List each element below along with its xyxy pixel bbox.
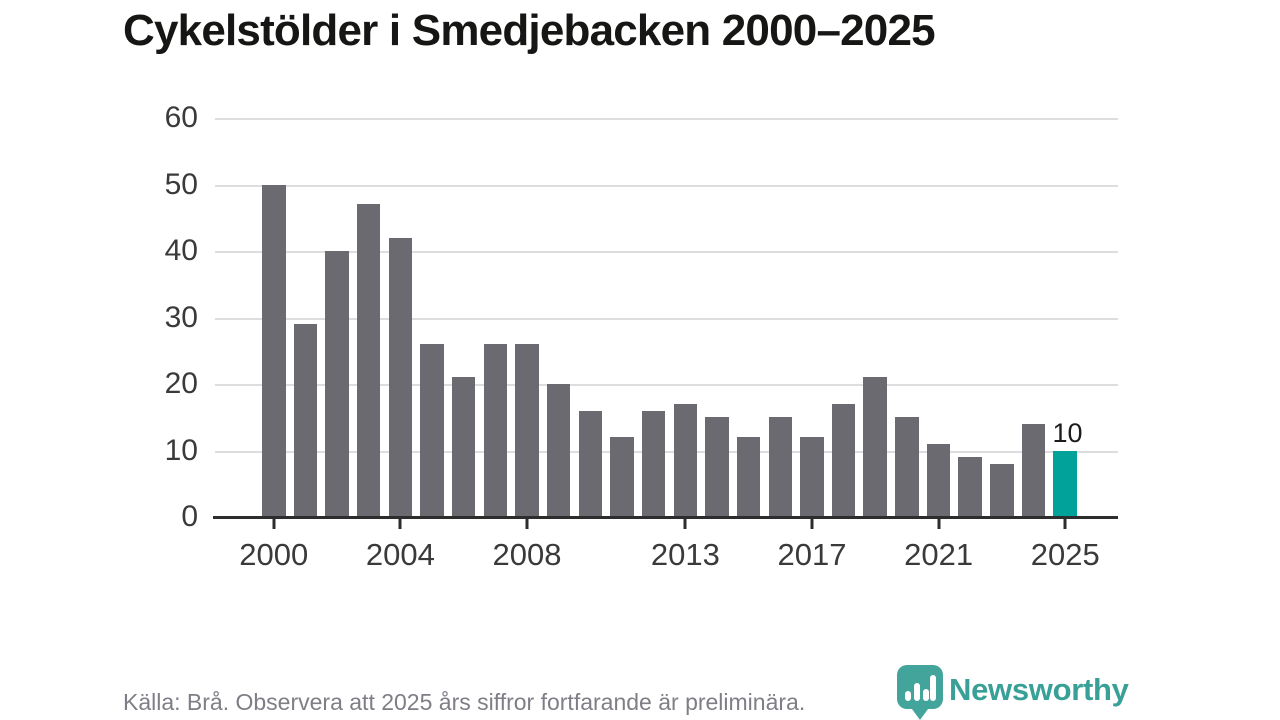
x-axis-line [213, 516, 1118, 519]
bar-2004 [388, 237, 413, 517]
bar-2021 [926, 443, 951, 517]
gridline-50 [215, 184, 1118, 187]
bar-2023 [990, 463, 1014, 517]
bar-2020 [895, 417, 919, 517]
bar-2013 [673, 403, 698, 517]
bar-2015 [736, 437, 761, 517]
bar-2018 [831, 403, 856, 517]
bar-2012 [641, 410, 666, 517]
gridline-30 [215, 317, 1118, 320]
x-tick-2017 [810, 519, 814, 529]
x-tick-2000 [272, 519, 276, 529]
y-tick-label-40: 40 [164, 234, 198, 267]
gridline-10 [215, 450, 1118, 453]
bar-2006 [451, 377, 476, 517]
bar-2000 [262, 184, 286, 517]
bar-2007 [483, 344, 508, 517]
bar-2025: 10 [1053, 418, 1083, 517]
bar-2008 [515, 344, 539, 517]
plot-area: 10 [213, 118, 1118, 519]
bar-2009 [546, 384, 571, 517]
y-tick-label-50: 50 [164, 167, 198, 201]
highlight-value-label: 10 [1052, 417, 1083, 448]
source-note: Källa: Brå. Observera att 2025 års siffr… [123, 689, 806, 715]
x-tick-label-2008: 2008 [492, 537, 562, 572]
y-tick-label-30: 30 [164, 300, 198, 334]
x-axis: 2000 2004 2008 2013 2017 2021 2025 [215, 517, 1118, 577]
y-tick-label-60: 60 [164, 101, 198, 134]
x-tick-label-2004: 2004 [365, 537, 435, 572]
bar-2024 [1021, 423, 1046, 517]
bar-2019 [863, 377, 887, 517]
x-tick-label-2025: 2025 [1030, 537, 1100, 572]
x-tick-2013 [683, 519, 687, 529]
x-tick-2021 [937, 519, 941, 529]
y-tick-label-10: 10 [164, 433, 198, 467]
newsworthy-logo-text: Newsworthy [949, 672, 1129, 707]
x-tick-label-2013: 2013 [650, 537, 720, 572]
y-axis-labels: 0 10 20 30 40 50 60 [120, 103, 198, 532]
x-tick-2025 [1063, 519, 1067, 529]
newsworthy-pin-barchart-icon [897, 665, 943, 720]
x-tick-label-2000: 2000 [239, 537, 309, 572]
bar-2010 [578, 410, 603, 517]
bar-2014 [705, 417, 729, 517]
bar-2022 [958, 457, 982, 517]
bar-2011 [610, 437, 634, 517]
y-tick-label-0: 0 [181, 500, 198, 533]
bar-2016 [768, 417, 792, 517]
x-tick-2008 [525, 519, 529, 529]
bar-chart: 10 [215, 118, 1118, 517]
x-tick-label-2017: 2017 [777, 537, 847, 572]
bar-2001 [293, 324, 318, 517]
gridline-40 [215, 251, 1118, 253]
gridline-20 [215, 384, 1118, 386]
x-tick-2004 [398, 519, 402, 529]
chart-title: Cykelstölder i Smedjebacken 2000–2025 [123, 6, 936, 55]
newsworthy-logo: Newsworthy [897, 665, 1129, 720]
bar-2017 [800, 437, 824, 517]
x-tick-label-2021: 2021 [904, 537, 974, 572]
bar-2002 [325, 251, 349, 517]
gridline-60 [215, 118, 1118, 120]
y-tick-label-20: 20 [164, 367, 198, 400]
bar-2003 [356, 204, 381, 517]
bar-2005 [420, 344, 444, 517]
